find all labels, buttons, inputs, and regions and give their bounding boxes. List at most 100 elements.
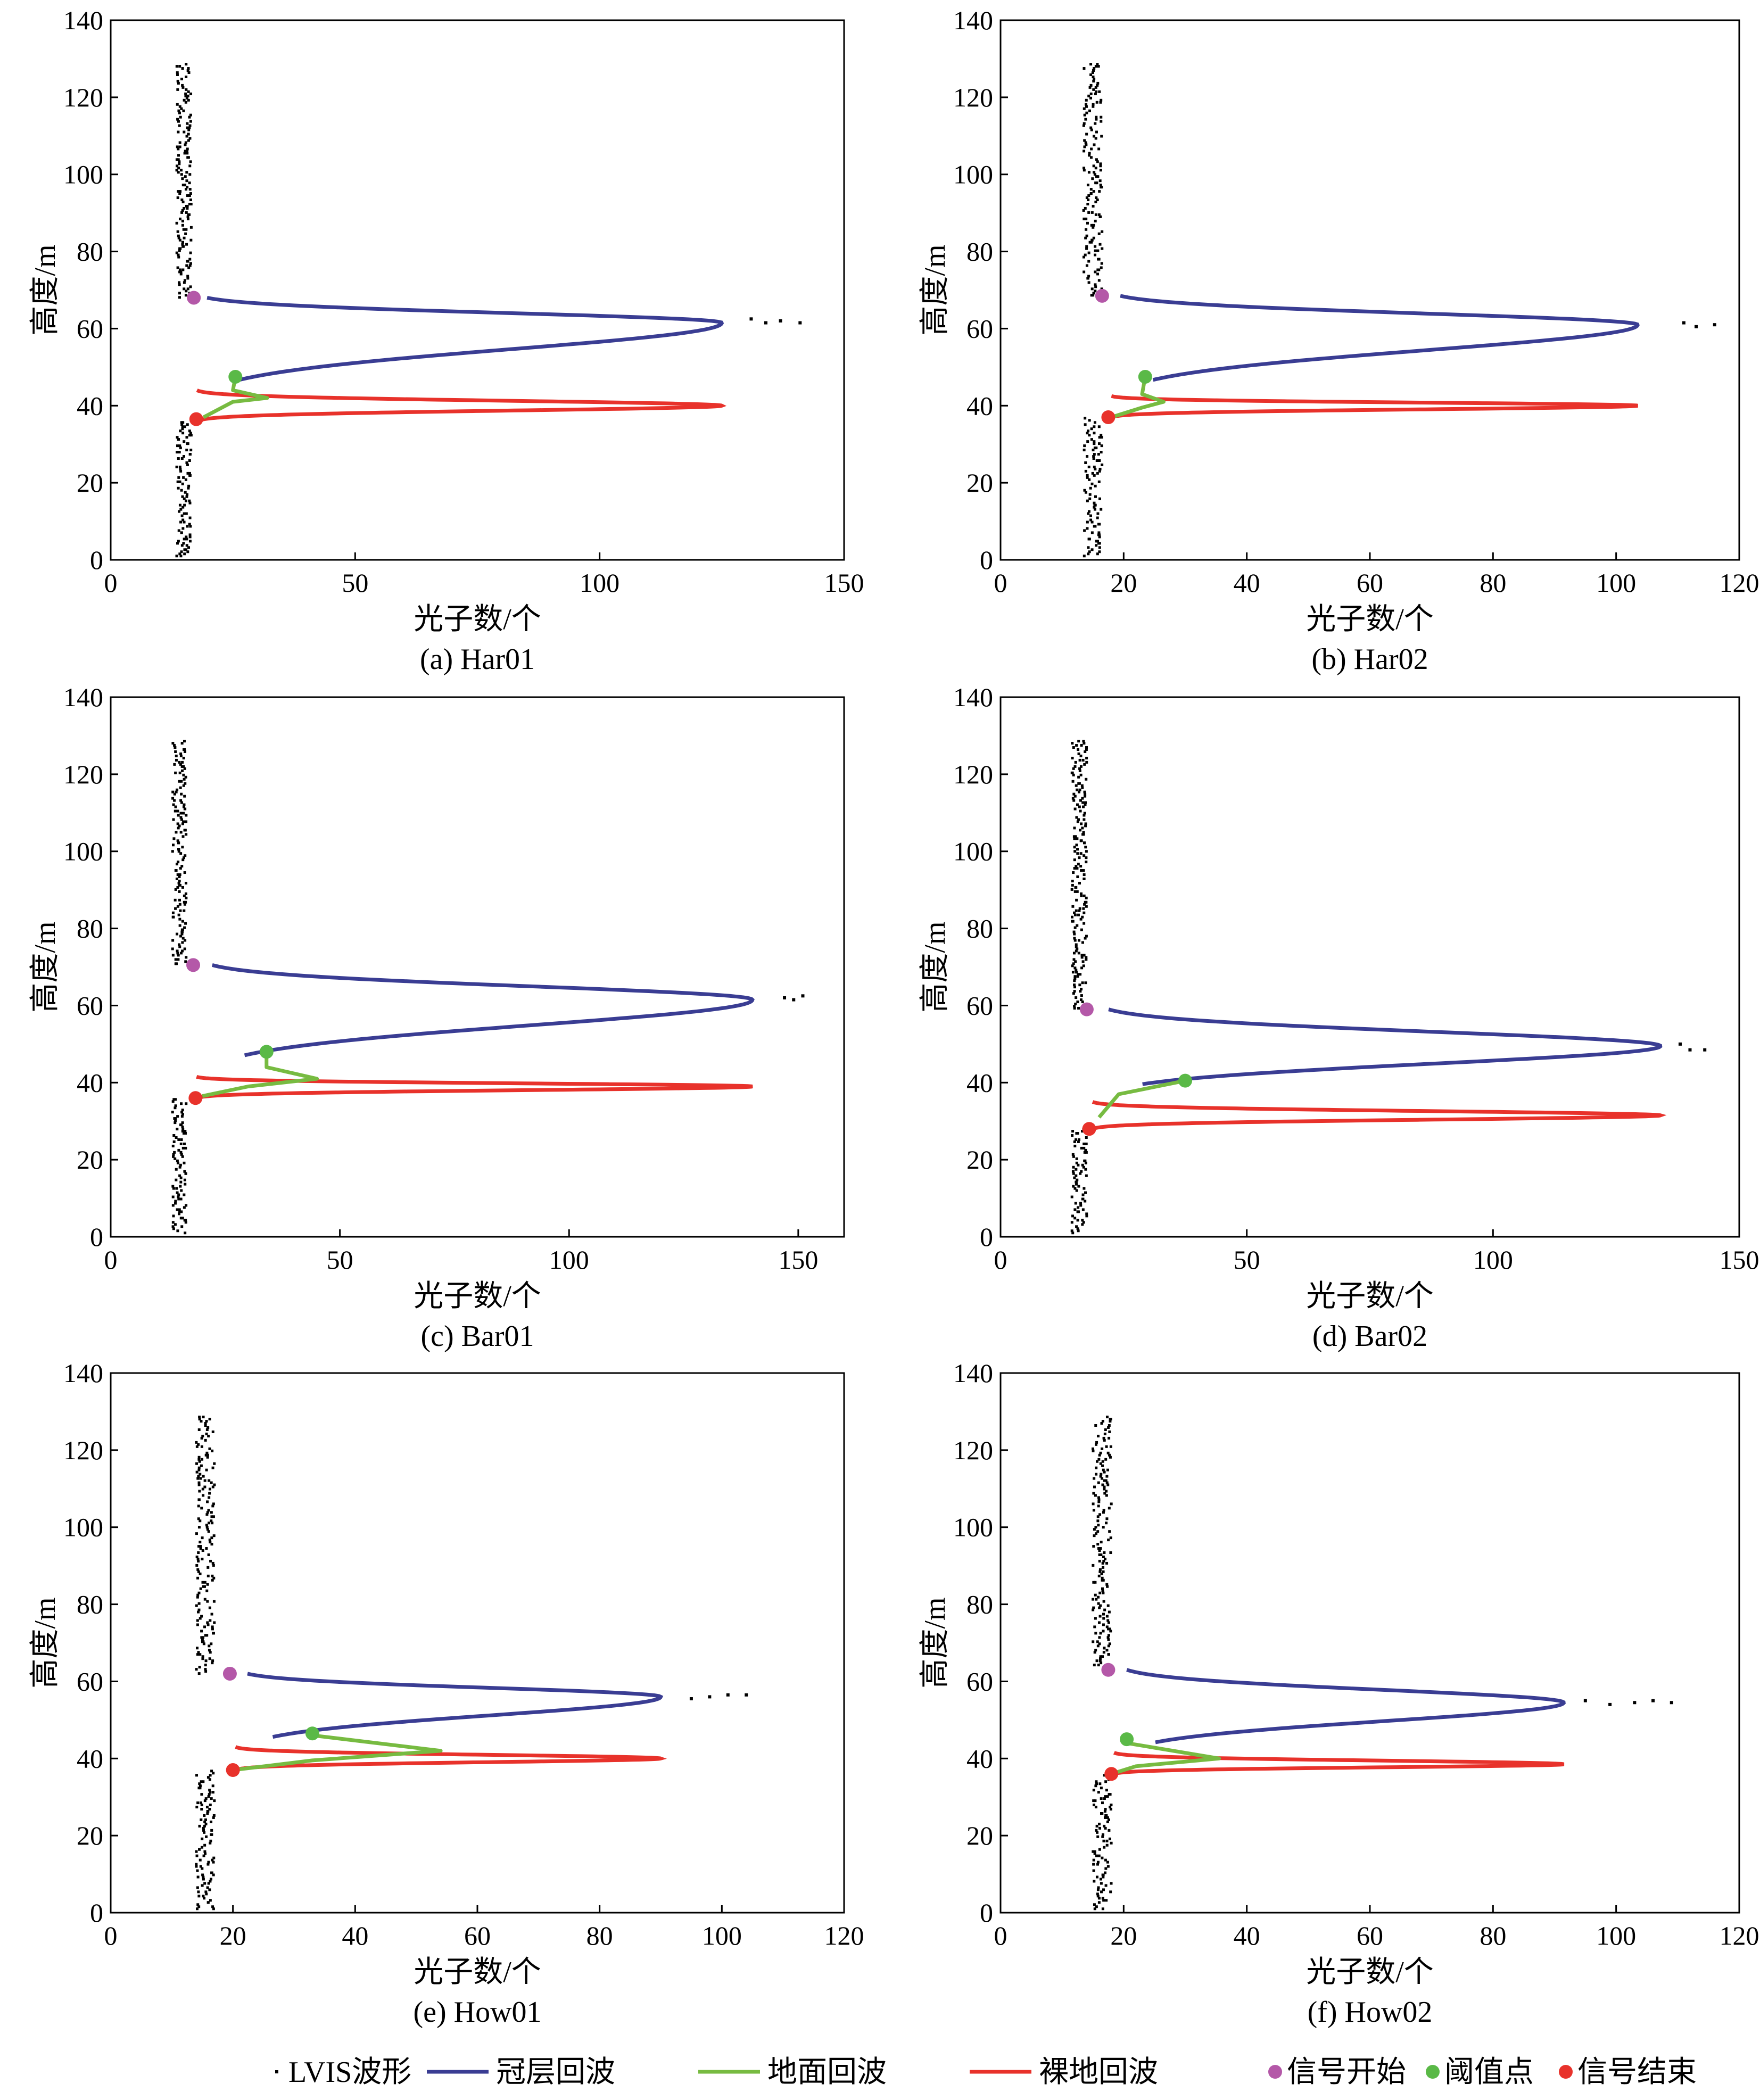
lvis-point <box>1075 1180 1078 1184</box>
lvis-point <box>1103 1485 1106 1489</box>
lvis-point <box>1085 264 1088 267</box>
lvis-point <box>1080 956 1084 959</box>
lvis-point <box>203 1814 206 1817</box>
lvis-point <box>1095 158 1098 161</box>
lvis-point <box>1100 262 1103 265</box>
lvis-point <box>1109 1445 1112 1448</box>
lvis-point <box>1070 1221 1073 1224</box>
lvis-point <box>183 909 186 912</box>
lvis-point <box>1077 1140 1080 1143</box>
lvis-point <box>1103 1487 1106 1491</box>
lvis-point <box>172 837 176 840</box>
lvis-point <box>1093 1880 1096 1883</box>
lvis-point <box>1095 1875 1098 1879</box>
lvis-point <box>201 1873 204 1876</box>
lvis-point <box>1073 1005 1076 1008</box>
lvis-point <box>1090 482 1094 485</box>
lvis-point <box>183 130 186 134</box>
lvis-point <box>212 1564 215 1567</box>
lvis-point <box>181 495 184 498</box>
lvis-point <box>205 1432 208 1435</box>
lvis-point <box>1087 94 1090 97</box>
canopy-echo-line <box>1108 1007 1663 1086</box>
lvis-point <box>1095 1854 1098 1857</box>
lvis-point <box>208 1496 211 1499</box>
lvis-point <box>185 535 188 539</box>
lvis-point <box>177 154 180 157</box>
lvis-point <box>1075 969 1078 972</box>
lvis-point <box>178 898 181 902</box>
lvis-point <box>1085 935 1088 938</box>
lvis-point <box>1084 206 1087 210</box>
lvis-point <box>1682 321 1685 325</box>
lvis-point <box>1093 171 1096 174</box>
lvis-point <box>204 1659 208 1663</box>
lvis-point <box>1083 489 1086 492</box>
lvis-point <box>1106 1619 1110 1622</box>
lvis-point <box>211 1449 214 1452</box>
lvis-point <box>783 996 787 999</box>
lvis-point <box>1101 1587 1104 1590</box>
lvis-point <box>1094 245 1097 248</box>
lvis-point <box>1084 236 1087 239</box>
lvis-point <box>1077 1229 1080 1233</box>
lvis-point <box>178 903 181 906</box>
lvis-point <box>198 1848 201 1851</box>
lvis-point <box>1083 1142 1086 1145</box>
lvis-point <box>1072 799 1076 802</box>
y-tick-label: 0 <box>90 1898 103 1928</box>
lvis-point <box>1095 115 1098 119</box>
bare-ground-echo-line <box>1092 1100 1667 1131</box>
lvis-point <box>203 1843 206 1847</box>
lvis-point <box>208 1888 211 1891</box>
lvis-point <box>181 518 185 522</box>
lvis-point <box>1075 1183 1078 1186</box>
lvis-point <box>1072 958 1076 961</box>
lvis-point <box>1102 1613 1105 1616</box>
lvis-point <box>181 177 184 180</box>
lvis-point <box>213 1462 216 1465</box>
lvis-point <box>1084 118 1087 121</box>
lvis-point <box>177 120 180 123</box>
lvis-point <box>185 881 188 884</box>
lvis-point <box>201 1536 204 1540</box>
lvis-point <box>1097 1458 1101 1461</box>
lvis-point <box>1107 1539 1110 1542</box>
lvis-point <box>1103 1492 1106 1495</box>
lvis-point <box>208 1644 211 1648</box>
lvis-point <box>1105 1843 1109 1847</box>
lvis-point <box>174 805 177 808</box>
x-tick-label: 100 <box>1596 568 1636 598</box>
lvis-point <box>1075 886 1078 889</box>
lvis-point <box>173 1157 177 1160</box>
lvis-point <box>188 459 191 462</box>
lvis-point <box>1102 1888 1105 1891</box>
lvis-point <box>1102 1526 1105 1529</box>
lvis-point <box>1071 964 1074 968</box>
signal-start-marker <box>186 958 201 972</box>
lvis-point <box>1076 1210 1079 1213</box>
lvis-point <box>1092 164 1095 168</box>
lvis-point <box>182 820 185 823</box>
lvis-point <box>1075 1168 1078 1171</box>
lvis-point <box>1098 1513 1102 1516</box>
lvis-point <box>202 1475 205 1478</box>
lvis-point <box>180 211 184 214</box>
lvis-point <box>1076 947 1079 950</box>
lvis-point <box>176 164 179 168</box>
lvis-point <box>1072 871 1075 874</box>
lvis-point <box>188 264 192 267</box>
lvis-point <box>204 1818 207 1821</box>
lvis-point <box>195 1555 199 1558</box>
lvis-point <box>176 196 179 200</box>
lvis-point <box>181 209 184 212</box>
lvis-point <box>1099 1475 1102 1478</box>
lvis-point <box>179 429 182 433</box>
lvis-point <box>204 1438 207 1442</box>
lvis-point <box>182 109 185 112</box>
lvis-point <box>1074 1003 1077 1006</box>
lvis-point <box>1079 765 1083 768</box>
lvis-point <box>184 939 187 942</box>
